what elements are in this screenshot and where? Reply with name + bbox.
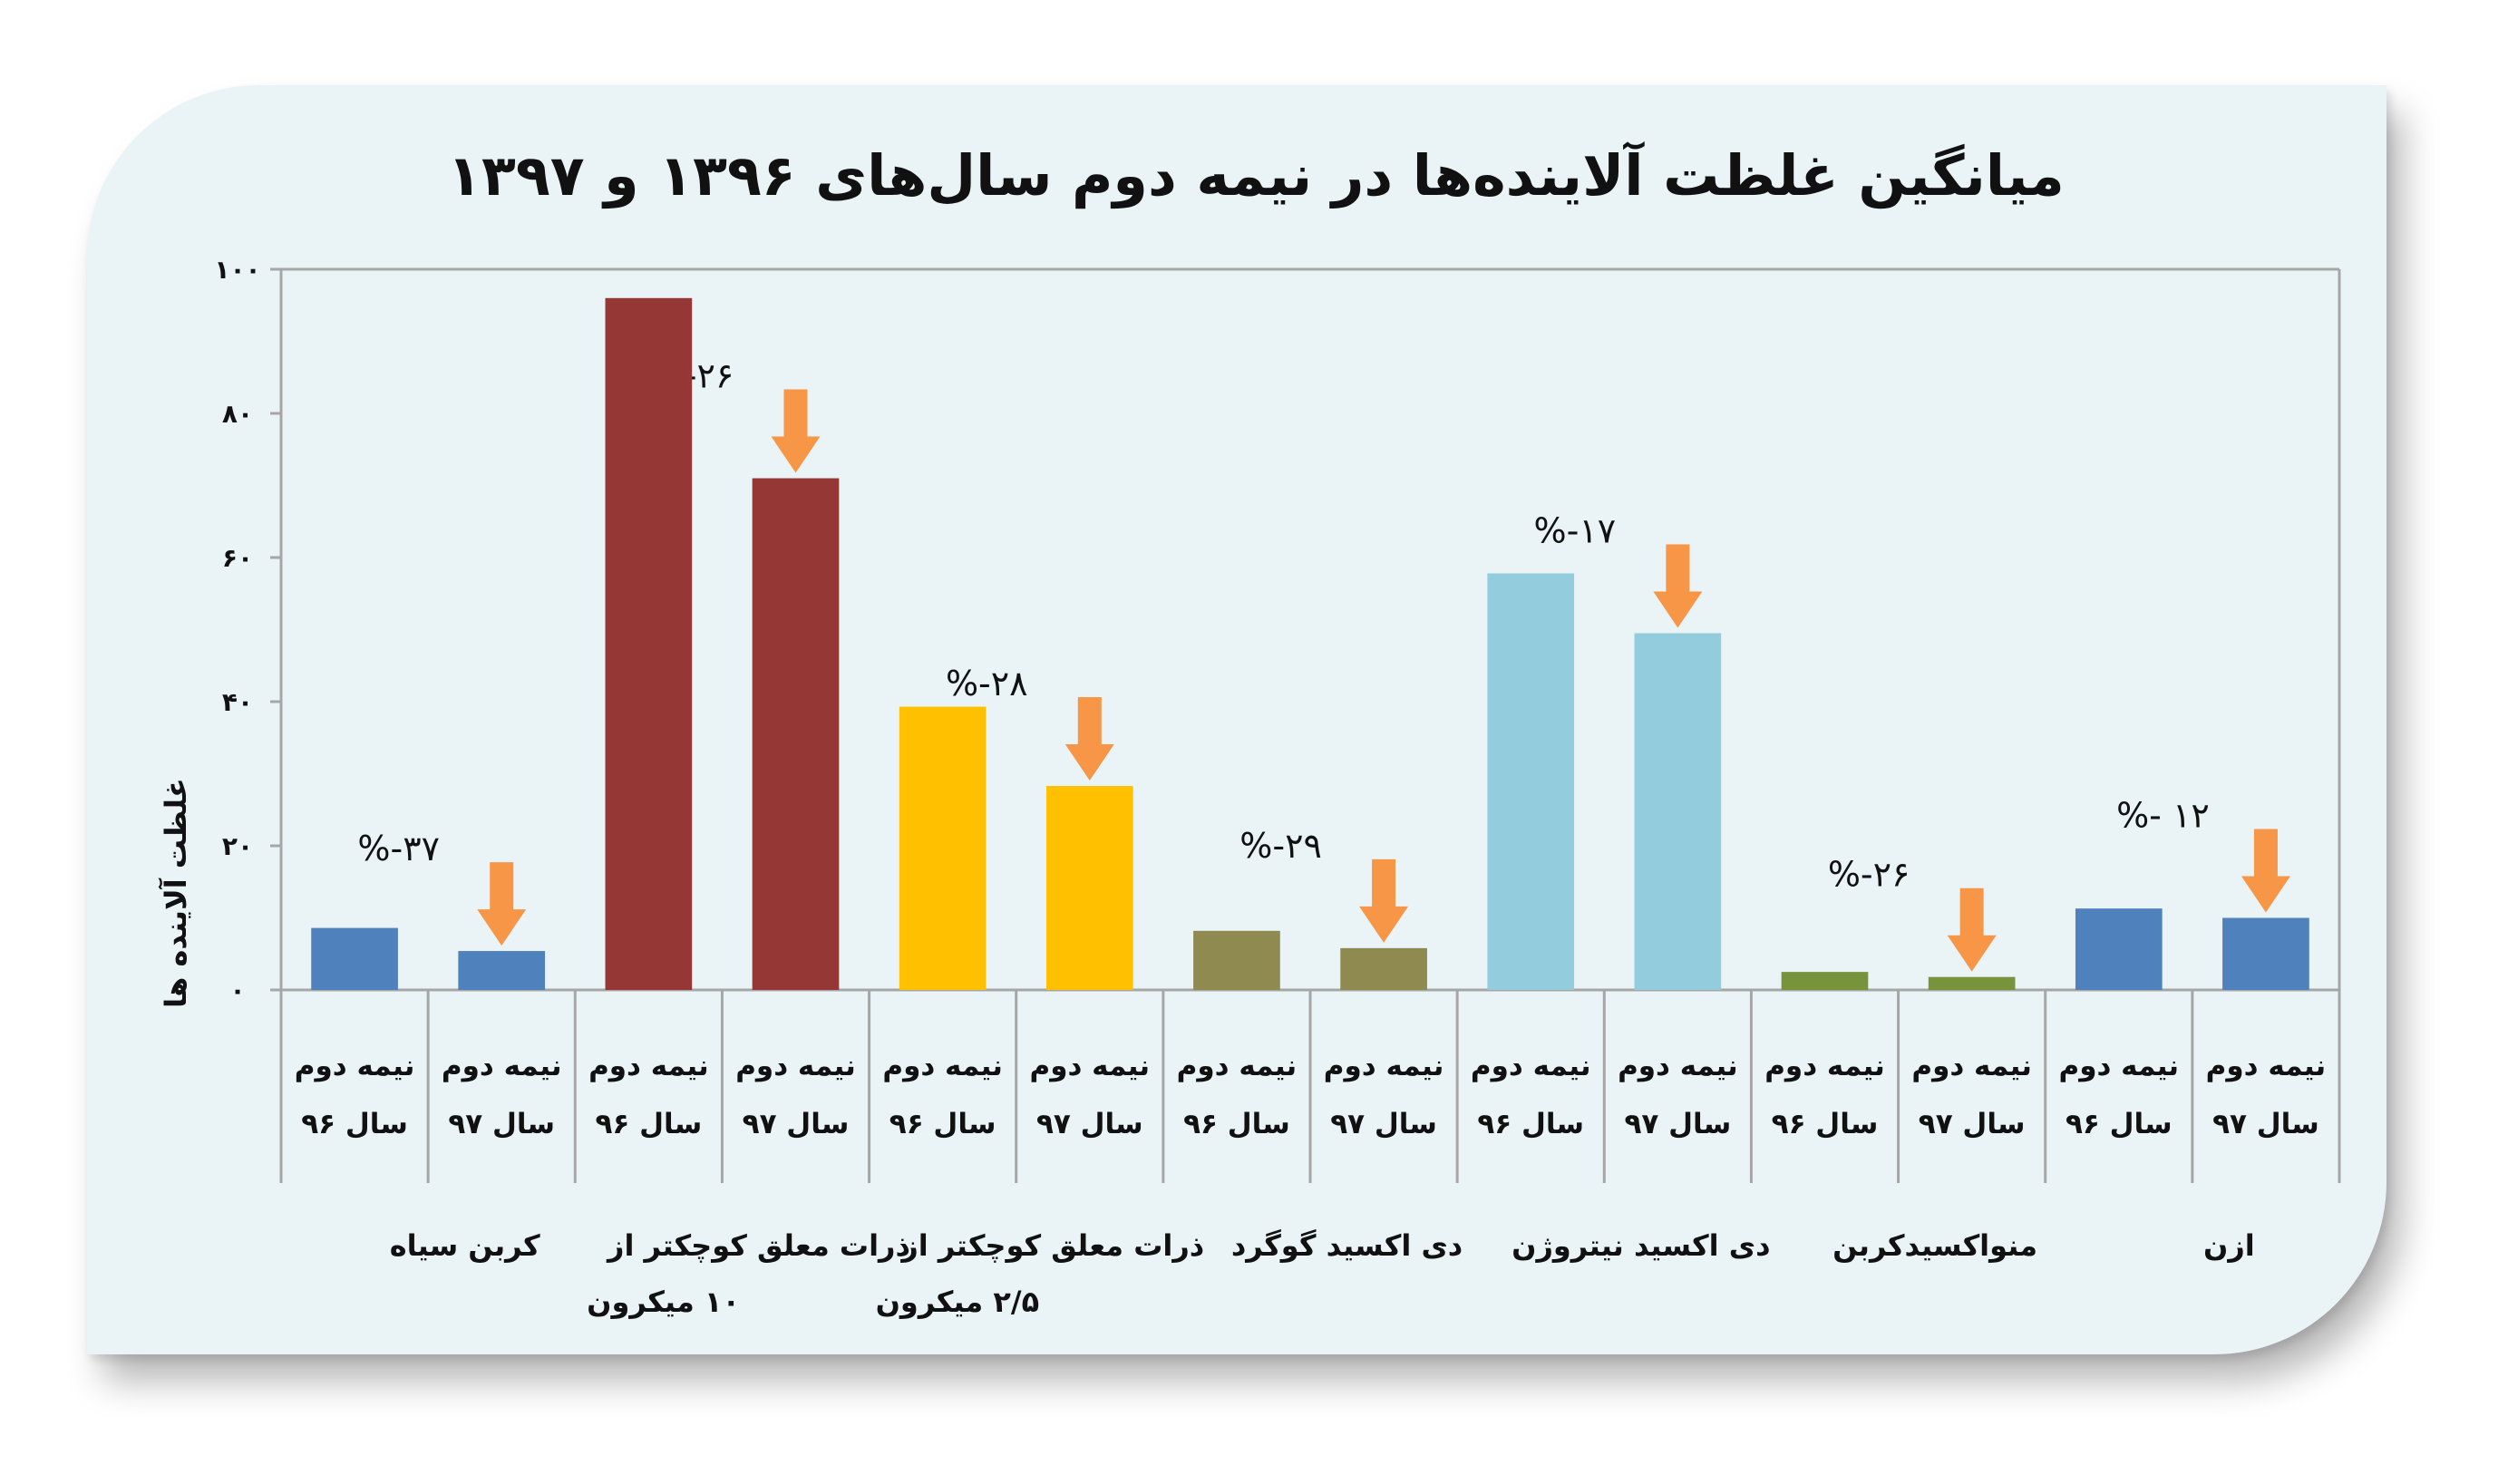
bar-label-year: سال ۹۷ (743, 1108, 850, 1140)
change-label: %- ۱۲ (2116, 796, 2210, 836)
bar-label-half: نیمه دوم (442, 1050, 562, 1082)
bar-label-year: سال ۹۷ (2212, 1108, 2319, 1140)
bar (1487, 573, 1575, 990)
bar-label-half: نیمه دوم (1471, 1050, 1591, 1082)
change-label: %-۳۷ (357, 829, 440, 868)
y-tick-label: ۲۰ (222, 831, 253, 861)
bar-label-half: نیمه دوم (1324, 1050, 1444, 1082)
bar-label-half: نیمه دوم (1911, 1050, 2032, 1082)
bar-label-half: نیمه دوم (2206, 1050, 2327, 1082)
chart-card (87, 85, 2386, 1354)
group-label: ذرات معلق کوچکتر از (899, 1228, 1204, 1263)
chart-title: میانگین غلظت آلاینده‌ها در نیمه دوم سال‌… (447, 141, 2065, 209)
bar (1781, 972, 1869, 990)
bar-label-half: نیمه دوم (1764, 1050, 1885, 1082)
change-label: %-۲۶ (1828, 855, 1910, 895)
y-tick-label: ۴۰ (222, 687, 253, 717)
bar-label-year: سال ۹۶ (1477, 1108, 1584, 1140)
bar (1193, 930, 1280, 990)
bar (458, 951, 546, 990)
down-arrow-icon (1947, 887, 1997, 972)
bar-label-year: سال ۹۶ (301, 1108, 408, 1140)
bar (1045, 786, 1133, 990)
bar-label-half: نیمه دوم (1029, 1050, 1150, 1082)
y-tick-label: ۰ (229, 975, 245, 1005)
y-axis-label: غلظت آلاینده ها (158, 778, 193, 1008)
group-label: منواکسیدکربن (1832, 1228, 2037, 1263)
bar-label-half: نیمه دوم (735, 1050, 856, 1082)
bar (2075, 908, 2163, 990)
y-tick-label: ۸۰ (222, 399, 253, 429)
group-label: ازن (2203, 1228, 2255, 1263)
bar-label-year: سال ۹۶ (1772, 1108, 1879, 1140)
bar-label-year: سال ۹۶ (596, 1108, 703, 1140)
group-label: دی اکسید نیتروژن (1512, 1228, 1770, 1263)
change-label: %-۱۷ (1534, 510, 1617, 550)
bar-label-half: نیمه دوم (588, 1050, 709, 1082)
plot-area: ۰ ۲۰ ۴۰ ۶۰ ۸۰ ۱۰۰ نیمه دوم سال ۹۷ %- ۱۲ نیمه دوم س… (214, 255, 2341, 1319)
bar-label-year: سال ۹۷ (1330, 1108, 1437, 1140)
down-arrow-icon (1653, 544, 1703, 628)
group-label: ذرات معلق کوچکتر از (606, 1228, 910, 1263)
change-label: %-۲۹ (1239, 826, 1322, 866)
bar (1340, 947, 1427, 990)
y-tick-label: ۶۰ (222, 543, 253, 573)
down-arrow-icon (1064, 697, 1114, 781)
group-label: ۱۰ میکرون (587, 1285, 740, 1319)
bar-label-year: سال ۹۶ (1183, 1108, 1290, 1140)
bar-label-half: نیمه دوم (2058, 1050, 2179, 1082)
bar-label-half: نیمه دوم (882, 1050, 1003, 1082)
down-arrow-icon (771, 389, 821, 473)
bar-label-year: سال ۹۷ (1036, 1108, 1143, 1140)
down-arrow-icon (477, 862, 527, 946)
group-label: کربن سیاه (390, 1228, 540, 1263)
bar-label-half: نیمه دوم (1618, 1050, 1738, 1082)
bar-label-year: سال ۹۷ (448, 1108, 555, 1140)
bar (752, 478, 840, 990)
bar (2222, 917, 2309, 990)
bar-label-year: سال ۹۷ (1919, 1108, 2026, 1140)
bar (1928, 976, 2016, 990)
group-label: دی اکسید گوگرد (1231, 1228, 1463, 1263)
group-label: ۲/۵ میکرون (876, 1285, 1039, 1319)
bar-label-half: نیمه دوم (1177, 1050, 1298, 1082)
bar-label-year: سال ۹۶ (889, 1108, 996, 1140)
bar (605, 297, 693, 990)
change-label: %-۲۸ (946, 664, 1028, 703)
bar (899, 706, 987, 990)
bar (1634, 633, 1722, 990)
bar-label-year: سال ۹۷ (1625, 1108, 1732, 1140)
bar-label-year: سال ۹۶ (2066, 1108, 2173, 1140)
y-tick-label: ۱۰۰ (214, 255, 260, 285)
down-arrow-icon (2241, 829, 2290, 913)
bar (311, 927, 398, 990)
down-arrow-icon (1359, 858, 1409, 943)
bar-label-half: نیمه دوم (295, 1050, 415, 1082)
